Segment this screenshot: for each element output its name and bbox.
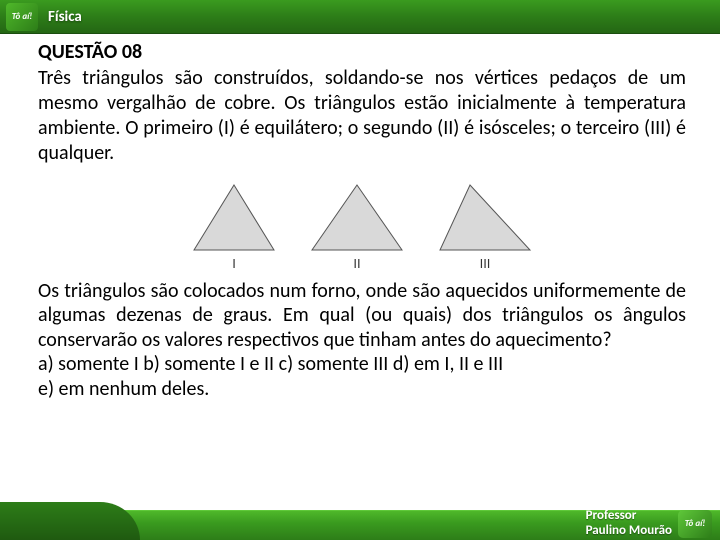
triangle-2-shape (312, 185, 402, 250)
triangle-2: II (307, 180, 407, 271)
triangle-1-label: I (232, 256, 236, 271)
footer-bar: Professor Paulino Mourão Tô aí! (0, 502, 720, 540)
footer-logo: Tô aí! (678, 510, 712, 538)
triangle-1: I (189, 180, 279, 271)
footer-role: Professor (586, 508, 637, 523)
header-bar: Tô aí! Física (0, 0, 720, 34)
slide-content: QUESTÃO 08 Três triângulos são construíd… (0, 34, 720, 401)
brand-logo: Tô aí! (6, 3, 38, 31)
question-paragraph-1: Três triângulos são construídos, soldand… (38, 66, 686, 166)
triangle-3-svg (435, 180, 535, 252)
footer-curve (0, 502, 140, 540)
question-paragraph-2: Os triângulos são colocados num forno, o… (38, 279, 686, 352)
triangles-row: I II III (189, 180, 535, 271)
triangle-1-shape (194, 185, 274, 250)
triangle-3: III (435, 180, 535, 271)
triangle-2-label: II (353, 256, 360, 271)
triangles-figure: I II III (38, 180, 686, 271)
triangle-3-shape (440, 185, 530, 250)
footer-name: Paulino Mourão (586, 523, 672, 538)
triangle-1-svg (189, 180, 279, 252)
footer-credits: Professor Paulino Mourão Tô aí! (586, 509, 712, 538)
triangle-3-label: III (480, 256, 491, 271)
footer-text: Professor Paulino Mourão (586, 509, 672, 538)
options-line-1: a) somente I b) somente I e II c) soment… (38, 352, 686, 376)
options-line-2: e) em nenhum deles. (38, 377, 686, 401)
subject-title: Física (48, 8, 82, 26)
triangle-2-svg (307, 180, 407, 252)
question-number: QUESTÃO 08 (38, 40, 686, 64)
